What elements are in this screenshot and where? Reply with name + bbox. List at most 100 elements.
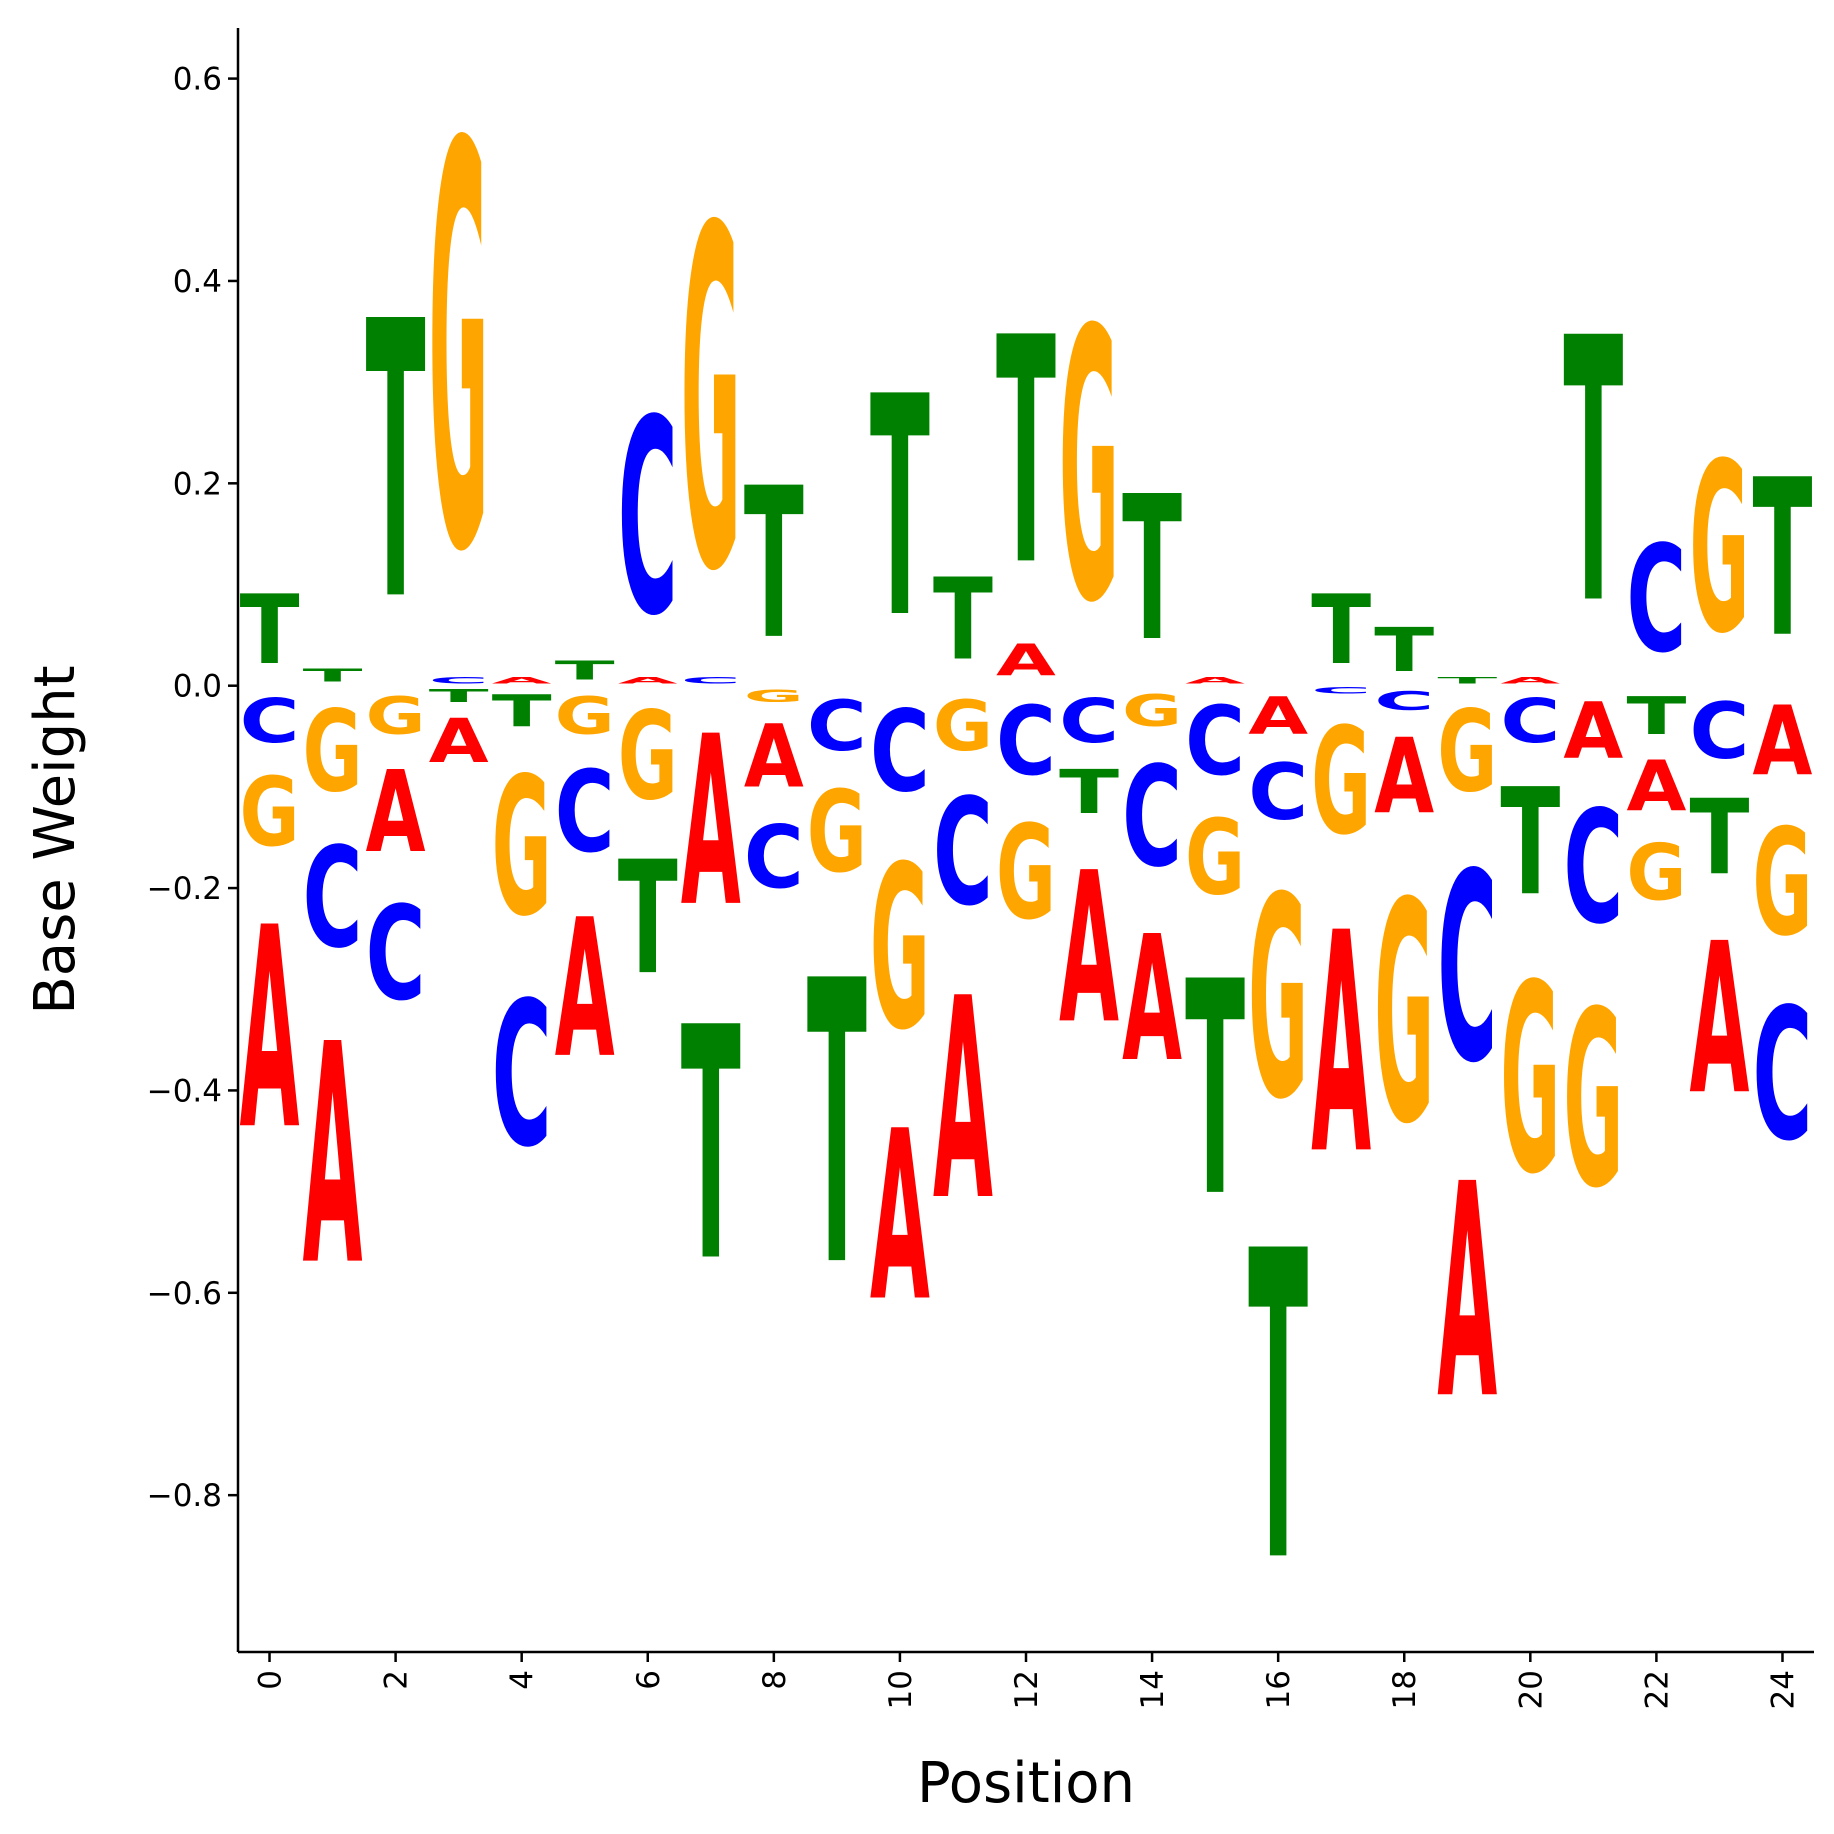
x-tick-label: 20	[1513, 1670, 1549, 1709]
logo-letter-a: A	[1753, 687, 1813, 797]
logo-letter-g: G	[1059, 252, 1119, 685]
logo-letter-a: A	[1185, 676, 1245, 686]
logo-letter-t: T	[1248, 1163, 1308, 1656]
logo-letter-g: G	[366, 686, 426, 747]
logo-letter-a: A	[996, 635, 1056, 685]
logo-letter-t: T	[870, 332, 930, 685]
logo-letter-a: A	[744, 707, 804, 807]
x-tick-label: 24	[1765, 1670, 1801, 1709]
logo-letter-c: C	[996, 686, 1056, 797]
logo-letter-t: T	[1185, 921, 1245, 1262]
x-tick-label: 10	[883, 1670, 919, 1709]
logo-letter-t: T	[744, 443, 804, 685]
y-tick-label: −0.4	[147, 1073, 222, 1109]
logo-letter-c: C	[555, 748, 615, 878]
logo-letter-g: G	[492, 736, 552, 958]
logo-letter-t: T	[681, 961, 741, 1333]
x-tick-label: 0	[253, 1670, 289, 1690]
y-tick-label: 0.2	[173, 466, 222, 502]
logo-letter-g: G	[1753, 798, 1813, 969]
x-tick-label: 2	[379, 1670, 415, 1690]
logo-letter-a: A	[303, 981, 363, 1333]
x-axis-title: Position	[917, 1751, 1135, 1816]
logo-letter-t: T	[555, 656, 615, 686]
y-tick-label: 0.0	[173, 669, 222, 705]
logo-letter-a: A	[870, 1083, 930, 1354]
logo-letter-g: G	[1626, 828, 1686, 919]
logo-letter-c: C	[618, 362, 678, 675]
y-tick-label: −0.2	[147, 871, 222, 907]
logo-letter-a: A	[366, 746, 426, 878]
logo-letter-g: G	[870, 819, 930, 1080]
logo-letter-g: G	[1122, 686, 1182, 736]
logo-letter-g: G	[996, 797, 1056, 949]
logo-letter-a: A	[1500, 676, 1560, 686]
logo-letter-t: T	[807, 899, 867, 1353]
logo-letter-a: A	[429, 707, 489, 777]
logo-letter-t: T	[1500, 757, 1560, 928]
logo-letter-t: T	[1753, 433, 1813, 685]
logo-letter-g: G	[1437, 687, 1497, 817]
logo-letter-a: A	[1563, 687, 1623, 777]
logo-letter-g: G	[744, 686, 804, 706]
logo-letter-c: C	[744, 807, 804, 908]
logo-letter-t: T	[492, 687, 552, 737]
logo-letter-g: G	[1689, 412, 1749, 685]
logo-letter-c: C	[1563, 779, 1623, 959]
logo-letter-t: T	[1059, 757, 1120, 828]
logo-letter-g: G	[303, 687, 363, 817]
logo-letter-t: T	[1437, 676, 1498, 686]
logo-letter-c: C	[1500, 686, 1560, 757]
logo-letter-a: A	[1626, 748, 1686, 828]
logo-letter-c: C	[807, 686, 867, 766]
logo-letter-a: A	[618, 676, 678, 686]
logo-letter-a: A	[240, 868, 300, 1191]
logo-letter-g: G	[933, 686, 993, 767]
logo-letter-c: C	[1311, 686, 1371, 696]
logo-letter-a: A	[681, 688, 741, 959]
x-tick-label: 22	[1639, 1670, 1675, 1709]
logo-letter-c: C	[870, 687, 930, 817]
logo-letter-t: T	[1689, 777, 1749, 898]
logo-letter-a: A	[1374, 716, 1434, 837]
logo-letter-g: G	[1563, 961, 1623, 1243]
logo-letter-t: T	[1311, 575, 1371, 686]
y-tick-label: 0.6	[173, 62, 222, 98]
logo-letter-a: A	[1248, 686, 1308, 747]
y-axis-title: Base Weight	[23, 665, 88, 1014]
logo-letter-g: G	[429, 31, 489, 675]
logo-letter-c: C	[429, 676, 489, 686]
logo-letter-c: C	[1626, 516, 1686, 687]
x-tick-label: 4	[505, 1670, 541, 1690]
logo-letter-g: G	[1500, 929, 1560, 1231]
logo-letter-g: G	[1248, 838, 1308, 1161]
logo-letter-g: G	[1374, 839, 1434, 1191]
logo-letter-t: T	[429, 686, 489, 706]
logo-letter-a: A	[492, 676, 552, 686]
logo-letter-a: A	[1059, 828, 1119, 1069]
logo-letter-t: T	[618, 828, 678, 1009]
logo-letter-c: C	[1122, 737, 1182, 898]
logo-letter-a: A	[1122, 899, 1182, 1100]
x-tick-label: 14	[1135, 1670, 1171, 1709]
logo-letter-t: T	[240, 575, 300, 686]
logo-letter-g: G	[1185, 799, 1245, 919]
logo-letter-a: A	[1311, 870, 1371, 1222]
logo-letter-a: A	[933, 939, 993, 1262]
logo-letter-g: G	[681, 130, 741, 674]
y-axis: −0.8 −0.6 −0.4 −0.2 0.0 0.2 0.4 0.6	[147, 28, 240, 1652]
logo-letter-g: G	[807, 768, 867, 898]
logo-letter-c: C	[933, 769, 993, 940]
logo-letter-g: G	[618, 686, 678, 828]
logo-letter-c: C	[1248, 747, 1308, 838]
logo-letter-t: T	[303, 665, 363, 685]
logo-letter-c: C	[1374, 686, 1434, 716]
y-tick-label: −0.8	[147, 1478, 222, 1514]
logo-letter-g: G	[1311, 697, 1371, 868]
x-tick-label: 8	[757, 1670, 793, 1690]
logo-letter-g: G	[240, 756, 300, 867]
logo-letter-c: C	[240, 686, 300, 757]
logo-letter-a: A	[555, 879, 615, 1100]
logo-letter-c: C	[681, 676, 741, 686]
